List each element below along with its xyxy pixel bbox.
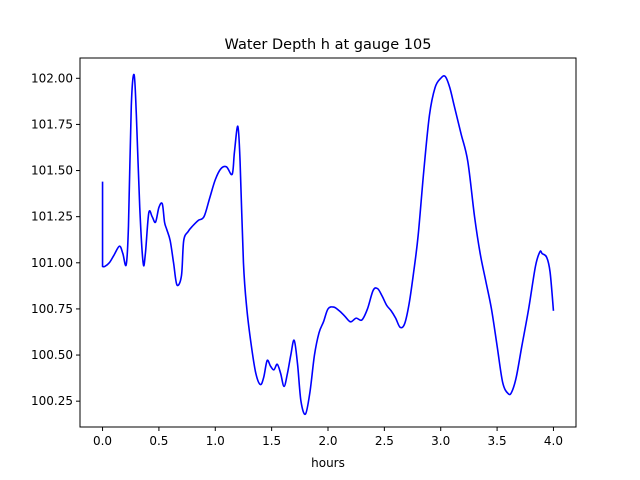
x-tick-label: 1.0 xyxy=(206,434,225,448)
x-tick-label: 0.5 xyxy=(149,434,168,448)
x-tick-label: 3.0 xyxy=(431,434,450,448)
x-axis: 0.0 0.5 1.0 1.5 2.0 2.5 3.0 3.5 4.0 xyxy=(93,427,563,448)
x-tick-label: 2.0 xyxy=(318,434,337,448)
y-tick-label: 100.25 xyxy=(31,394,73,408)
y-tick-label: 101.75 xyxy=(31,117,73,131)
x-axis-label: hours xyxy=(311,456,345,470)
x-tick-label: 4.0 xyxy=(544,434,563,448)
chart-title: Water Depth h at gauge 105 xyxy=(225,37,432,53)
y-tick-label: 100.75 xyxy=(31,302,73,316)
y-tick-label: 100.50 xyxy=(31,348,73,362)
y-tick-label: 101.25 xyxy=(31,210,73,224)
x-tick-label: 0.0 xyxy=(93,434,112,448)
x-tick-label: 3.5 xyxy=(488,434,507,448)
plot-area xyxy=(101,73,555,416)
y-tick-label: 101.00 xyxy=(31,256,73,270)
x-tick-label: 2.5 xyxy=(375,434,394,448)
y-axis: 100.25 100.50 100.75 101.00 101.25 101.50 101.… xyxy=(31,71,80,408)
series-line xyxy=(101,73,555,416)
x-tick-label: 1.5 xyxy=(262,434,281,448)
y-tick-label: 102.00 xyxy=(31,71,73,85)
y-tick-label: 101.50 xyxy=(31,164,73,178)
